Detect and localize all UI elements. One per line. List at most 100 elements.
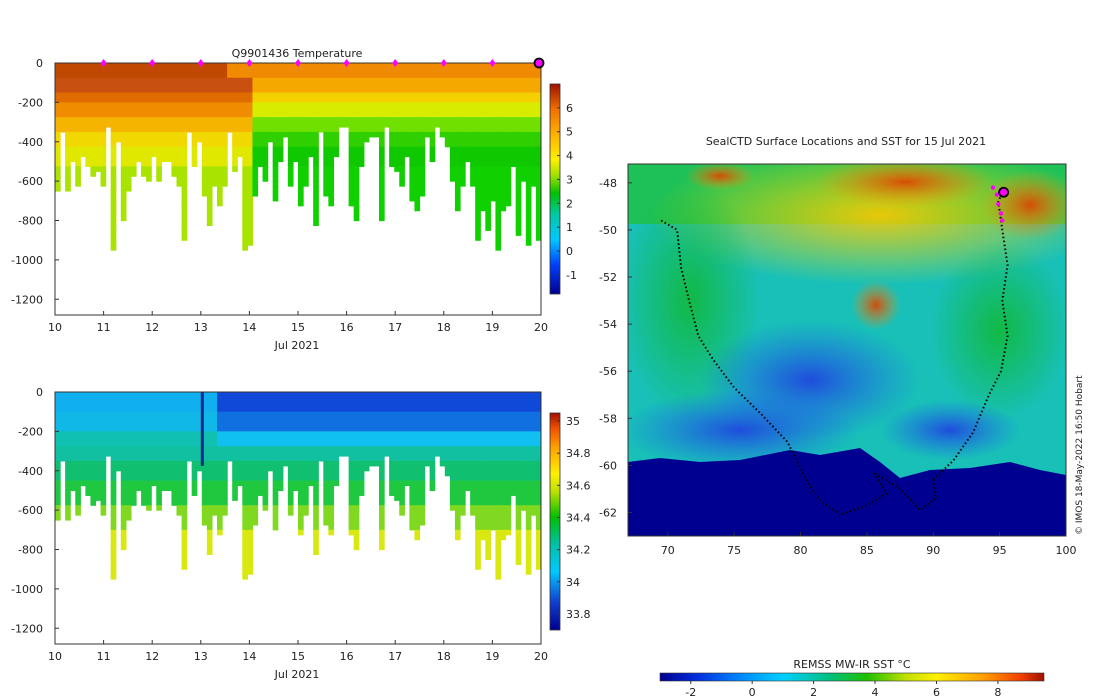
profile-cell: [115, 451, 122, 457]
profile-cell: [222, 401, 228, 408]
profile-cell: [460, 97, 466, 103]
profile-cell: [196, 77, 203, 84]
profile-cell: [333, 451, 340, 457]
profile-cell: [161, 112, 167, 118]
profile-cell: [282, 460, 289, 467]
profile-cell: [60, 63, 66, 69]
profile-cell: [379, 87, 385, 94]
profile-cell: [141, 92, 147, 99]
profile-cell: [313, 92, 319, 99]
profile-cell: [399, 495, 405, 501]
profile-column: [247, 63, 254, 246]
profile-cell: [90, 141, 97, 148]
profile-cell: [65, 475, 71, 482]
profile-column: [490, 392, 497, 531]
profile-cell: [363, 431, 370, 437]
profile-cell: [500, 411, 507, 418]
profile-cell: [242, 181, 248, 187]
profile-cell: [105, 416, 112, 423]
profile-cell: [485, 490, 491, 496]
profile-cell: [156, 490, 162, 496]
profile-cell: [242, 190, 248, 197]
profile-cell: [191, 490, 198, 496]
profile-cell: [272, 431, 279, 437]
profile-cell: [272, 181, 279, 187]
profile-cell: [535, 505, 541, 511]
profile-cell: [480, 460, 486, 467]
profile-cell: [136, 141, 142, 148]
profile-cell: [125, 510, 132, 516]
profile-cell: [176, 455, 183, 462]
profile-cell: [105, 421, 112, 428]
profile-cell: [348, 166, 355, 172]
profile-cell: [211, 490, 218, 496]
profile-column: [227, 392, 233, 462]
profile-cell: [156, 97, 162, 103]
profile-cell: [328, 166, 335, 172]
profile-cell: [333, 460, 340, 467]
profile-cell: [485, 87, 491, 94]
profile-cell: [206, 215, 213, 222]
profile-cell: [328, 77, 335, 84]
profile-cell: [166, 102, 173, 108]
profile-cell: [75, 416, 81, 423]
profile-cell: [389, 396, 395, 403]
profile-cell: [525, 77, 532, 84]
profile-cell: [181, 426, 188, 432]
profile-cell: [242, 156, 248, 163]
profile-cell: [505, 490, 512, 496]
profile-cell: [287, 451, 294, 457]
profile-cell: [500, 470, 507, 477]
profile-cell: [287, 510, 294, 516]
profile-cell: [130, 102, 137, 108]
profile-cell: [80, 141, 86, 148]
profile-cell: [201, 107, 208, 113]
profile-cell: [201, 63, 208, 69]
profile-cell: [318, 72, 324, 79]
profile-cell: [333, 87, 340, 94]
surface-marker: [246, 59, 253, 67]
profile-cell: [424, 63, 431, 69]
profile-cell: [394, 475, 400, 482]
profile-column: [379, 392, 385, 551]
profile-cell: [505, 455, 512, 462]
profile-cell: [454, 470, 461, 477]
profile-cell: [95, 166, 102, 172]
profile-cell: [449, 460, 456, 467]
profile-cell: [328, 411, 335, 418]
profile-cell: [465, 112, 471, 118]
profile-cell: [409, 524, 416, 531]
profile-cell: [141, 161, 147, 167]
profile-cell: [505, 529, 512, 536]
profile-cell: [404, 396, 410, 403]
profile-cell: [368, 131, 375, 138]
profile-cell: [120, 490, 127, 496]
profile-cell: [292, 441, 299, 447]
profile-cell: [217, 72, 223, 79]
profile-cell: [394, 480, 400, 487]
profile-cell: [368, 102, 375, 108]
profile-cell: [358, 396, 365, 403]
profile-cell: [353, 215, 360, 222]
profile-cell: [515, 141, 522, 148]
profile-cell: [510, 396, 517, 403]
profile-cell: [257, 63, 264, 69]
profile-cell: [272, 392, 279, 398]
profile-cell: [510, 411, 517, 418]
profile-cell: [85, 421, 92, 428]
profile-column: [298, 392, 304, 536]
profile-cell: [277, 77, 284, 84]
profile-cell: [470, 460, 476, 467]
profile-cell: [399, 485, 405, 492]
profile-cell: [141, 122, 147, 128]
profile-column: [399, 392, 405, 516]
profile-cell: [399, 122, 405, 128]
profile-cell: [65, 411, 71, 418]
profile-cell: [130, 63, 137, 69]
profile-cell: [535, 475, 541, 482]
profile-cell: [90, 107, 97, 113]
profile-cell: [313, 215, 319, 222]
profile-cell: [485, 126, 491, 133]
profile-cell: [171, 451, 178, 457]
profile-cell: [120, 421, 127, 428]
